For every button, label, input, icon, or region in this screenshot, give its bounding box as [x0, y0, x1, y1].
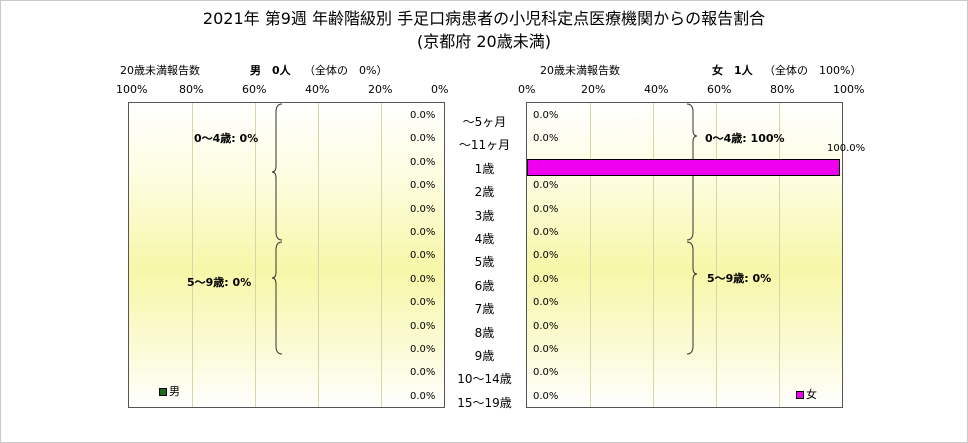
female-legend-swatch: [796, 391, 804, 399]
male-group-0-4: 0〜4歳: 0%: [194, 132, 259, 145]
male-legend-swatch: [159, 388, 167, 396]
female-bar: [527, 158, 840, 176]
gridline: [318, 103, 319, 407]
female-value-label: 0.0%: [533, 133, 559, 145]
female-value-label: 0.0%: [533, 250, 559, 262]
age-category-label: 10〜14歳: [457, 372, 512, 387]
chart-title: 2021年 第9週 年齢階級別 手足口病患者の小児科定点医療機関からの報告割合: [202, 9, 766, 28]
female-value-label: 0.0%: [533, 273, 559, 285]
male-value-label: 0.0%: [410, 320, 436, 332]
male-value-label: 0.0%: [410, 367, 436, 379]
male-legend: 男: [159, 383, 180, 399]
gridline: [381, 103, 382, 407]
female-tick-label: 20%: [581, 83, 606, 96]
gridline: [255, 103, 256, 407]
gridline: [779, 103, 780, 407]
male-tick-label: 20%: [368, 83, 393, 96]
female-value-label: 0.0%: [533, 344, 559, 355]
female-header-label: 20歳未満報告数: [540, 64, 620, 77]
female-value-label: 0.0%: [533, 110, 559, 121]
age-category-label: 5歳: [474, 255, 495, 270]
female-group-0-4: 0〜4歳: 100%: [705, 132, 785, 145]
age-category-label: 2歳: [474, 185, 495, 200]
male-value-label: 0.0%: [410, 273, 436, 285]
female-value-label: 0.0%: [533, 227, 559, 238]
female-tick-label: 80%: [770, 83, 795, 96]
male-group-5-9: 5〜9歳: 0%: [187, 276, 252, 289]
female-plot-area: [526, 102, 843, 408]
female-value-label: 0.0%: [533, 180, 559, 192]
male-tick-label: 40%: [305, 83, 330, 96]
female-share: （全体の 100%）: [764, 64, 862, 77]
gridline: [590, 103, 591, 407]
male-total: 男 0人: [250, 64, 291, 77]
male-plot-area: [128, 102, 445, 408]
male-value-label: 0.0%: [410, 390, 436, 402]
age-category-label: 6歳: [474, 278, 495, 293]
male-value-label: 0.0%: [410, 203, 436, 215]
male-value-label: 0.0%: [410, 180, 436, 192]
age-category-label: 1歳: [474, 161, 495, 176]
female-tick-label: 40%: [644, 83, 669, 96]
female-tick-label: 100%: [833, 83, 865, 96]
male-value-label: 0.0%: [410, 344, 436, 355]
male-share: （全体の 0%）: [304, 64, 388, 77]
male-value-label: 0.0%: [410, 250, 436, 262]
male-header-label: 20歳未満報告数: [120, 64, 200, 77]
gridline: [192, 103, 193, 407]
female-group-braces: [686, 103, 698, 355]
male-value-label: 0.0%: [410, 110, 436, 121]
male-legend-label: 男: [169, 385, 180, 398]
age-category-label: 7歳: [474, 302, 495, 317]
male-tick-label: 0%: [431, 83, 449, 96]
age-category-label: 8歳: [474, 325, 495, 340]
chart-subtitle: (京都府 20歳未満): [417, 32, 551, 51]
male-tick-label: 100%: [116, 83, 148, 96]
age-category-label: 〜11ヶ月: [458, 138, 511, 153]
female-value-label: 0.0%: [533, 203, 559, 215]
female-tick-label: 60%: [707, 83, 732, 96]
female-group-5-9: 5〜9歳: 0%: [707, 272, 772, 285]
female-legend-label: 女: [806, 388, 817, 401]
male-value-label: 0.0%: [410, 297, 436, 309]
male-value-label: 0.0%: [410, 156, 436, 168]
age-category-label: 〜5ヶ月: [462, 115, 507, 129]
gridline: [716, 103, 717, 407]
age-category-label: 15〜19歳: [457, 395, 512, 410]
female-value-label: 0.0%: [533, 390, 559, 402]
gridline: [653, 103, 654, 407]
male-value-label: 0.0%: [410, 133, 436, 145]
age-category-label: 4歳: [474, 232, 495, 246]
female-tick-label: 0%: [518, 83, 536, 96]
female-value-label: 0.0%: [533, 297, 559, 309]
age-category-label: 3歳: [474, 208, 495, 223]
female-bar-value-label: 100.0%: [827, 142, 866, 154]
male-tick-label: 60%: [242, 83, 267, 96]
female-legend: 女: [796, 386, 817, 402]
female-total: 女 1人: [712, 64, 753, 77]
male-value-label: 0.0%: [410, 227, 436, 238]
male-tick-label: 80%: [179, 83, 204, 96]
female-value-label: 0.0%: [533, 367, 559, 379]
male-group-braces: [271, 103, 283, 355]
age-category-label: 9歳: [474, 349, 495, 363]
female-value-label: 0.0%: [533, 320, 559, 332]
